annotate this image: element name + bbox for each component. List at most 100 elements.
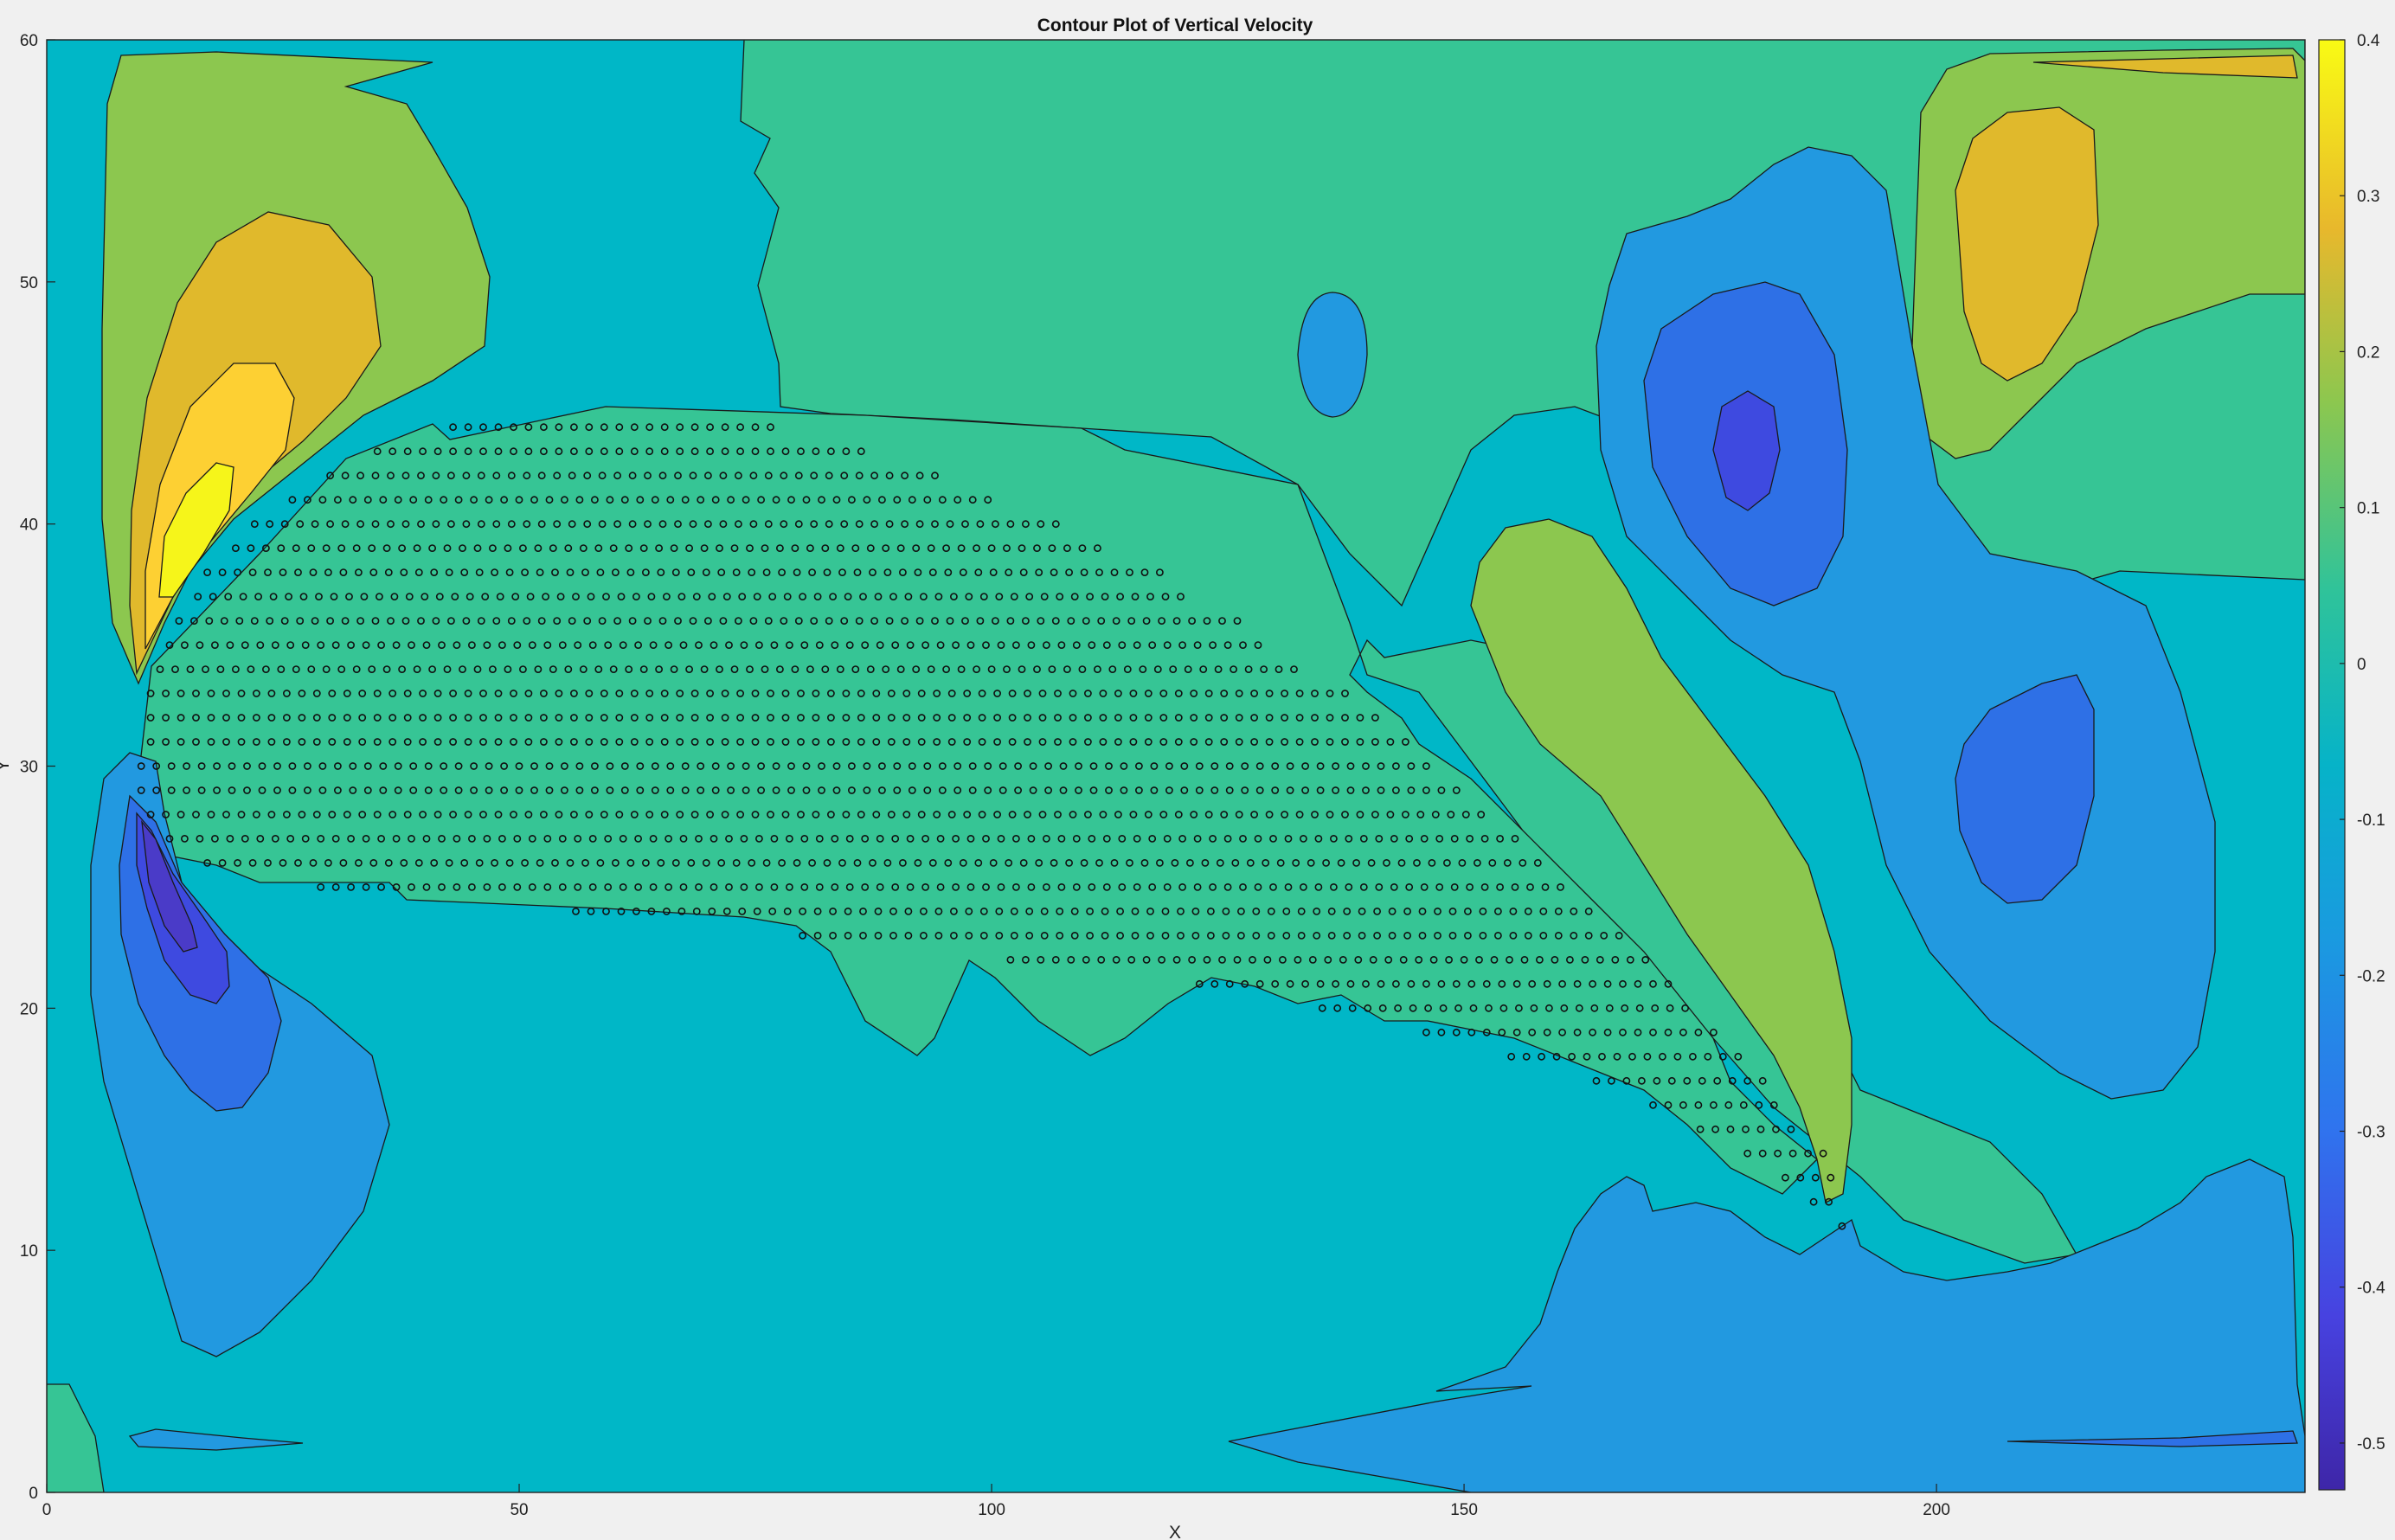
marker-point bbox=[156, 665, 164, 673]
marker-point bbox=[1496, 835, 1504, 843]
marker-point bbox=[1169, 665, 1178, 673]
marker-point bbox=[883, 568, 892, 576]
marker-point bbox=[781, 714, 790, 722]
marker-point bbox=[1781, 1173, 1789, 1182]
marker-point bbox=[408, 835, 415, 843]
marker-point bbox=[620, 786, 629, 794]
marker-point bbox=[742, 786, 750, 794]
marker-point bbox=[1713, 1076, 1722, 1085]
marker-point bbox=[1131, 932, 1140, 940]
marker-point bbox=[855, 520, 864, 529]
marker-point bbox=[347, 883, 355, 891]
marker-point bbox=[861, 835, 870, 843]
marker-point bbox=[1664, 1028, 1673, 1036]
marker-point bbox=[848, 496, 856, 504]
marker-point bbox=[1375, 883, 1384, 891]
marker-point bbox=[537, 617, 546, 625]
marker-point bbox=[1811, 1173, 1820, 1182]
marker-point bbox=[740, 835, 748, 843]
marker-point bbox=[1284, 835, 1293, 843]
marker-point bbox=[1679, 1100, 1687, 1109]
marker-point bbox=[1710, 1100, 1718, 1109]
marker-point bbox=[266, 520, 274, 529]
marker-point bbox=[874, 932, 883, 940]
marker-point bbox=[1787, 1125, 1795, 1133]
marker-point bbox=[1635, 1004, 1644, 1012]
marker-point bbox=[1265, 738, 1274, 746]
marker-point bbox=[1290, 665, 1298, 673]
marker-point bbox=[1356, 738, 1364, 746]
marker-point bbox=[810, 520, 819, 529]
marker-point bbox=[806, 665, 814, 673]
marker-point bbox=[392, 835, 401, 843]
marker-point bbox=[647, 593, 656, 600]
marker-point bbox=[666, 786, 675, 794]
marker-point bbox=[609, 665, 618, 673]
marker-point bbox=[369, 568, 378, 576]
marker-point bbox=[462, 617, 471, 625]
y-tick-label: 40 bbox=[20, 517, 38, 535]
marker-point bbox=[558, 641, 567, 649]
marker-point bbox=[443, 665, 452, 673]
marker-point bbox=[1327, 932, 1336, 940]
marker-point bbox=[902, 690, 911, 697]
marker-point bbox=[422, 835, 431, 843]
marker-point bbox=[322, 665, 331, 673]
marker-point bbox=[697, 786, 705, 794]
marker-point bbox=[485, 786, 493, 794]
marker-point bbox=[356, 617, 364, 625]
marker-point bbox=[1139, 665, 1147, 673]
marker-point bbox=[526, 593, 535, 600]
marker-point bbox=[906, 883, 915, 891]
marker-point bbox=[556, 593, 565, 600]
marker-point bbox=[982, 883, 990, 891]
marker-point bbox=[961, 617, 969, 625]
marker-point bbox=[836, 544, 844, 552]
marker-point bbox=[521, 859, 529, 867]
marker-point bbox=[470, 762, 478, 770]
marker-point bbox=[288, 786, 297, 794]
marker-point bbox=[612, 568, 620, 576]
marker-point bbox=[1420, 883, 1429, 891]
marker-point bbox=[192, 714, 200, 722]
marker-point bbox=[371, 617, 380, 625]
marker-point bbox=[498, 835, 506, 843]
marker-point bbox=[869, 568, 876, 576]
marker-point bbox=[248, 859, 257, 867]
marker-grid bbox=[137, 423, 1846, 1230]
marker-point bbox=[443, 544, 452, 552]
marker-point bbox=[489, 665, 497, 673]
marker-point bbox=[317, 835, 325, 843]
marker-point bbox=[1520, 956, 1529, 964]
marker-point bbox=[1108, 665, 1117, 673]
marker-point bbox=[767, 714, 774, 722]
marker-point bbox=[1220, 811, 1229, 818]
marker-point bbox=[748, 859, 756, 867]
marker-point bbox=[1313, 908, 1321, 915]
marker-point bbox=[1163, 835, 1172, 843]
marker-point bbox=[505, 859, 514, 867]
marker-point bbox=[725, 835, 733, 843]
marker-point bbox=[1265, 714, 1274, 722]
marker-point bbox=[1133, 883, 1141, 891]
marker-point bbox=[1649, 1028, 1657, 1036]
marker-point bbox=[454, 786, 463, 794]
marker-point bbox=[220, 617, 228, 625]
marker-point bbox=[1099, 811, 1108, 818]
marker-point bbox=[1539, 908, 1548, 915]
marker-point bbox=[863, 496, 871, 504]
marker-point bbox=[1362, 786, 1370, 794]
marker-point bbox=[1448, 932, 1457, 940]
marker-point bbox=[1371, 714, 1379, 722]
marker-point bbox=[146, 714, 155, 722]
marker-point bbox=[764, 520, 773, 529]
marker-point bbox=[1043, 835, 1050, 843]
marker-point bbox=[459, 544, 466, 552]
marker-point bbox=[379, 762, 388, 770]
marker-point bbox=[1241, 762, 1249, 770]
marker-point bbox=[742, 762, 750, 770]
marker-point bbox=[1282, 932, 1291, 940]
marker-point bbox=[1755, 1100, 1763, 1109]
marker-point bbox=[165, 641, 174, 649]
marker-point bbox=[1399, 956, 1408, 964]
